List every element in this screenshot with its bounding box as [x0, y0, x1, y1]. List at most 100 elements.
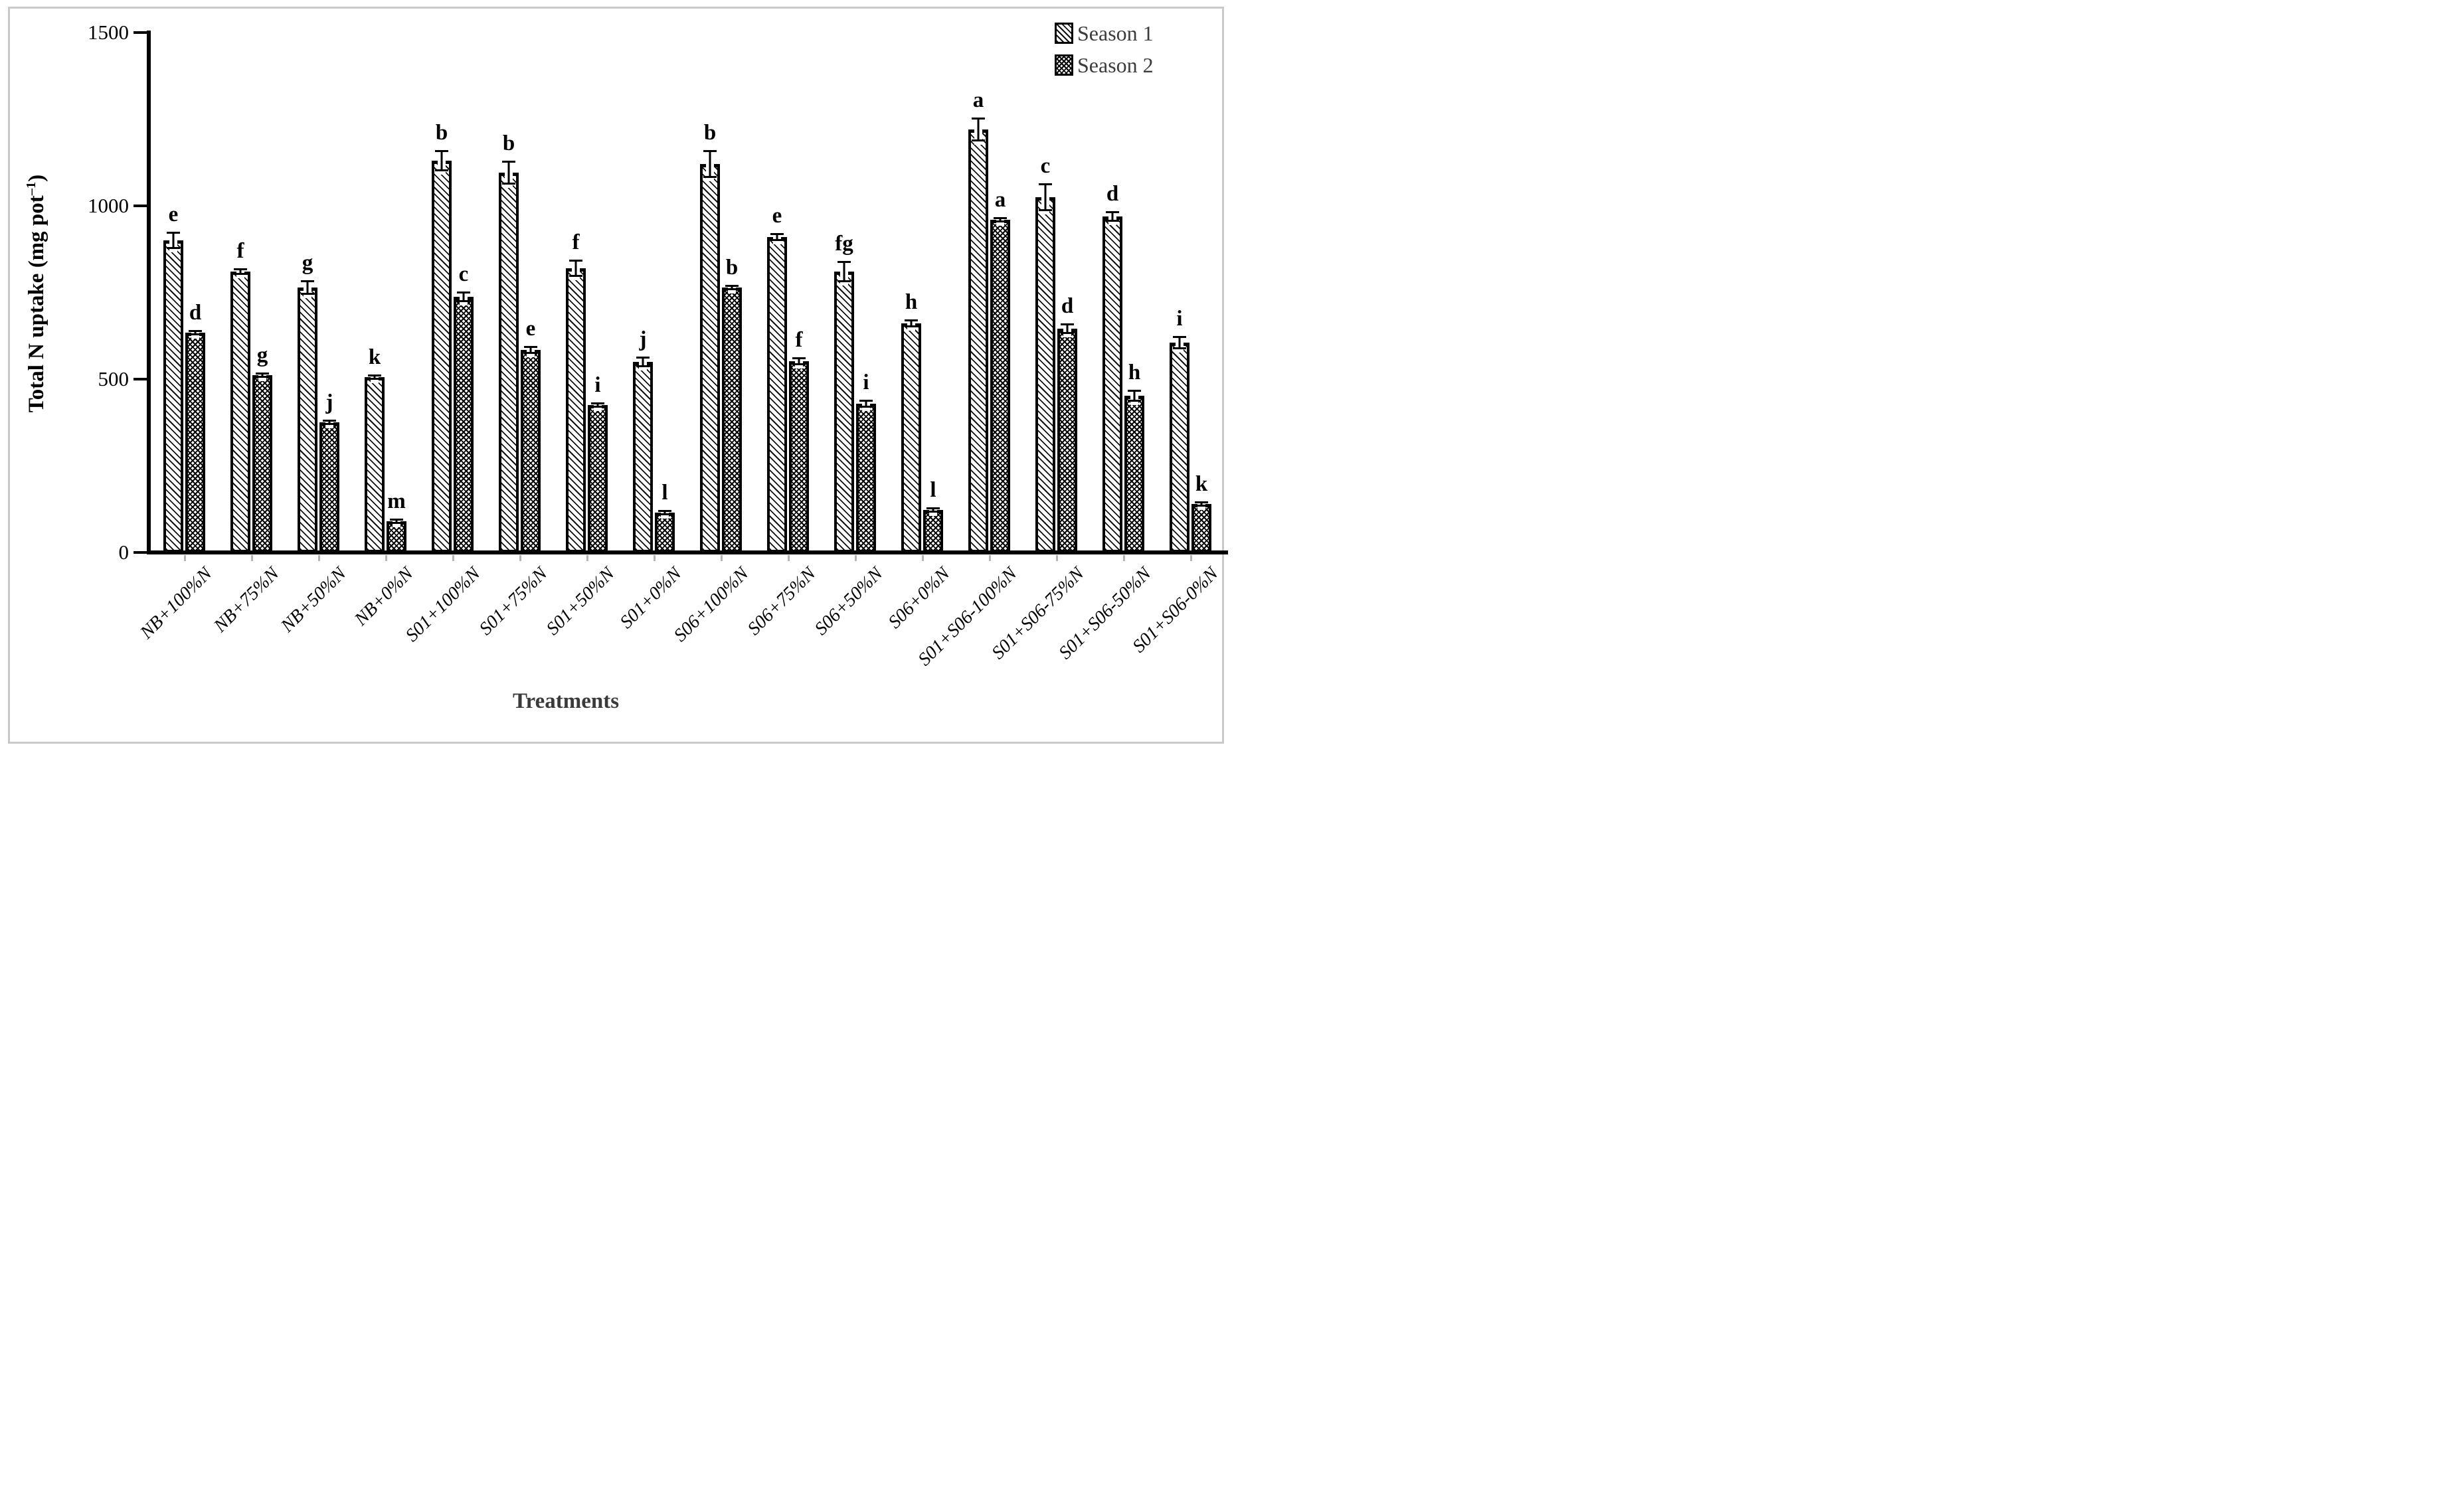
bar-season1: b: [499, 133, 519, 552]
error-bar-line: [395, 519, 398, 524]
error-bar-channel: [929, 510, 937, 516]
error-bar-cap-bottom: [905, 325, 918, 327]
significance-letter: d: [189, 301, 202, 325]
error-bar-channel: [236, 272, 244, 278]
error-bar: [703, 150, 717, 178]
error-bar-cap-top: [837, 261, 851, 263]
error-bar-cap-top: [569, 260, 582, 262]
error-bar-cap-bottom: [972, 139, 985, 141]
error-bar: [658, 510, 672, 515]
x-axis-tick: [1055, 555, 1058, 561]
bar-season1: f: [230, 240, 250, 552]
error-bar: [926, 507, 940, 513]
significance-letter: b: [435, 121, 448, 145]
error-bar-cap-bottom: [502, 183, 515, 185]
error-bar-line: [776, 233, 778, 241]
bar-season1: c: [1035, 155, 1055, 552]
bar-season1: i: [1170, 308, 1189, 552]
legend: Season 1 Season 2: [1055, 17, 1154, 81]
significance-letter: c: [1040, 154, 1051, 178]
error-bar-cap-top: [189, 330, 202, 332]
significance-letter: h: [1128, 361, 1141, 384]
error-bar-cap-top: [792, 357, 806, 359]
error-bar: [434, 150, 449, 171]
error-bar-line: [328, 420, 331, 425]
error-bar: [389, 519, 404, 524]
significance-letter: f: [572, 230, 580, 254]
error-bar-cap-bottom: [1039, 209, 1052, 211]
significance-letter: i: [1176, 307, 1183, 331]
significance-letter: a: [972, 88, 984, 112]
bar-season1: e: [163, 204, 183, 552]
legend-label-season-1: Season 1: [1077, 21, 1154, 45]
error-bar-cap-top: [703, 150, 717, 152]
bar-season2: c: [454, 264, 474, 552]
error-bar: [188, 330, 203, 335]
error-bar-cap-top: [770, 233, 784, 235]
error-bar-line: [843, 261, 845, 282]
bar-season2: g: [252, 345, 272, 552]
bar-season1: e: [767, 205, 787, 552]
y-axis-tick: [133, 205, 148, 207]
significance-letter: f: [236, 239, 244, 263]
error-bar-cap-bottom: [457, 300, 470, 302]
error-bar-cap-top: [1061, 323, 1074, 325]
error-bar-line: [596, 402, 599, 408]
error-bar-channel: [594, 405, 602, 411]
bar-season1: k: [365, 347, 385, 552]
bar-season1: g: [298, 252, 317, 552]
error-bar-cap-bottom: [636, 365, 650, 367]
error-bar-cap-bottom: [859, 406, 873, 408]
error-bar-line: [910, 319, 913, 327]
error-bar-line: [529, 346, 532, 354]
error-bar-cap-bottom: [591, 406, 604, 408]
error-bar-line: [642, 357, 644, 367]
error-bar-cap-top: [926, 507, 940, 509]
bar-season2: e: [521, 318, 541, 552]
bar-season1: a: [968, 90, 988, 552]
y-axis-line: [147, 31, 151, 554]
error-bar-cap-bottom: [837, 280, 851, 282]
error-bar-cap-top: [1039, 183, 1052, 185]
error-bar-cap-top: [323, 420, 336, 422]
error-bar-line: [507, 161, 510, 185]
legend-swatch-season-2: [1055, 54, 1073, 76]
bar-season1: b: [432, 122, 452, 552]
error-bar-line: [1133, 390, 1136, 402]
error-bar-cap-bottom: [189, 333, 202, 335]
error-bar-line: [261, 373, 264, 378]
bar-season2: l: [655, 482, 675, 552]
bar-season2: m: [387, 491, 406, 552]
significance-letter: g: [302, 251, 313, 275]
error-bar-channel: [996, 220, 1004, 226]
plot-area: e d f g g j k m b c b e f i j l b b e f fg i h l a a c d d h i k: [151, 31, 1224, 552]
y-axis-tick-label: 0: [118, 541, 130, 564]
error-bar-cap-top: [390, 519, 403, 521]
significance-letter: a: [994, 188, 1006, 212]
bar-season2: d: [1057, 295, 1077, 552]
y-axis-tick-label: 1500: [88, 21, 129, 44]
error-bar-cap-bottom: [1061, 332, 1074, 334]
legend-item-season-1: Season 1: [1055, 17, 1154, 49]
significance-letter: i: [863, 371, 869, 394]
error-bar-cap-top: [234, 268, 247, 270]
error-bar-channel: [393, 521, 400, 527]
error-bar: [590, 402, 605, 408]
error-bar-channel: [325, 422, 333, 428]
significance-letter: e: [168, 203, 179, 226]
error-bar-line: [306, 280, 309, 295]
error-bar: [501, 161, 516, 185]
significance-letter: e: [525, 317, 536, 341]
bar-season2: l: [923, 479, 943, 552]
error-bar-channel: [728, 288, 736, 293]
x-axis-tick: [720, 555, 723, 561]
error-bar-cap-bottom: [390, 522, 403, 524]
y-axis-tick: [133, 551, 148, 554]
significance-letter: i: [594, 373, 601, 397]
